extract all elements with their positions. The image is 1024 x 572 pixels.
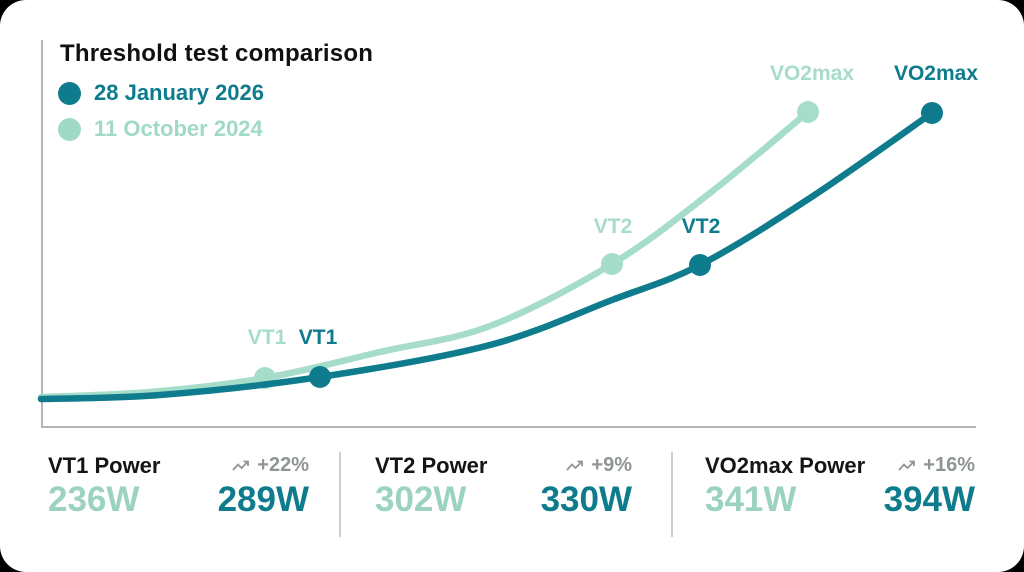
stat-old-value: 302W <box>375 480 467 519</box>
trending-up-icon <box>898 460 916 471</box>
legend-label: 11 October 2024 <box>94 116 263 141</box>
stat-name: VT2 Power <box>375 453 488 478</box>
legend-dot-icon <box>58 81 81 105</box>
marker-label-vt1-oct-2024: VT1 <box>247 326 287 349</box>
trending-up-icon <box>566 460 584 471</box>
curve-oct-2024 <box>37 108 812 401</box>
marker-label-vt2-oct-2024: VT2 <box>593 215 633 238</box>
trending-up-icon <box>232 460 250 471</box>
marker-label-vo2max-oct-2024: VO2max <box>769 62 855 85</box>
stat-new-value: 289W <box>217 480 309 519</box>
stat-change-value: +22% <box>257 454 309 476</box>
stat-vt1-power: VT1 Power 236W +22% 289W <box>48 452 309 522</box>
stat-change: +9% <box>565 452 632 479</box>
stat-change: +16% <box>897 452 975 479</box>
legend-item-2026: 28 January 2026 <box>58 75 264 111</box>
stat-vt2-power: VT2 Power 302W +9% 330W <box>375 452 632 522</box>
stat-vo2max-power: VO2max Power 341W +16% 394W <box>705 452 975 522</box>
marker-vt2-jan-2026 <box>689 254 711 276</box>
stat-change-value: +16% <box>923 454 975 476</box>
stat-divider <box>339 452 341 537</box>
stat-change: +22% <box>231 452 309 479</box>
legend-item-2024: 11 October 2024 <box>58 111 264 147</box>
stat-new-value: 394W <box>883 480 975 519</box>
chart-area: VT1 VT2 VO2max VT1 VT2 VO2max Threshold test … <box>37 40 979 428</box>
stat-divider <box>671 452 673 537</box>
threshold-chart <box>37 40 976 428</box>
marker-label-vt2-jan-2026: VT2 <box>681 215 721 238</box>
curve-jan-2026 <box>37 109 936 403</box>
stat-new-value: 330W <box>540 480 632 519</box>
marker-vo2max-oct-2024 <box>797 101 819 123</box>
legend-label: 28 January 2026 <box>94 80 265 105</box>
marker-label-vt1-jan-2026: VT1 <box>298 326 338 349</box>
stat-old-value: 236W <box>48 480 140 519</box>
marker-vo2max-jan-2026 <box>921 102 943 124</box>
stat-old-value: 341W <box>705 480 797 519</box>
stat-change-value: +9% <box>591 454 632 476</box>
legend-dot-icon <box>58 117 81 141</box>
marker-vt2-oct-2024 <box>601 253 623 275</box>
chart-legend: 28 January 2026 11 October 2024 <box>58 75 264 147</box>
stat-name: VT1 Power <box>48 453 161 478</box>
marker-label-vo2max-jan-2026: VO2max <box>893 62 979 85</box>
chart-title: Threshold test comparison <box>60 40 374 67</box>
marker-vt1-jan-2026 <box>309 366 331 388</box>
stat-name: VO2max Power <box>705 453 866 478</box>
